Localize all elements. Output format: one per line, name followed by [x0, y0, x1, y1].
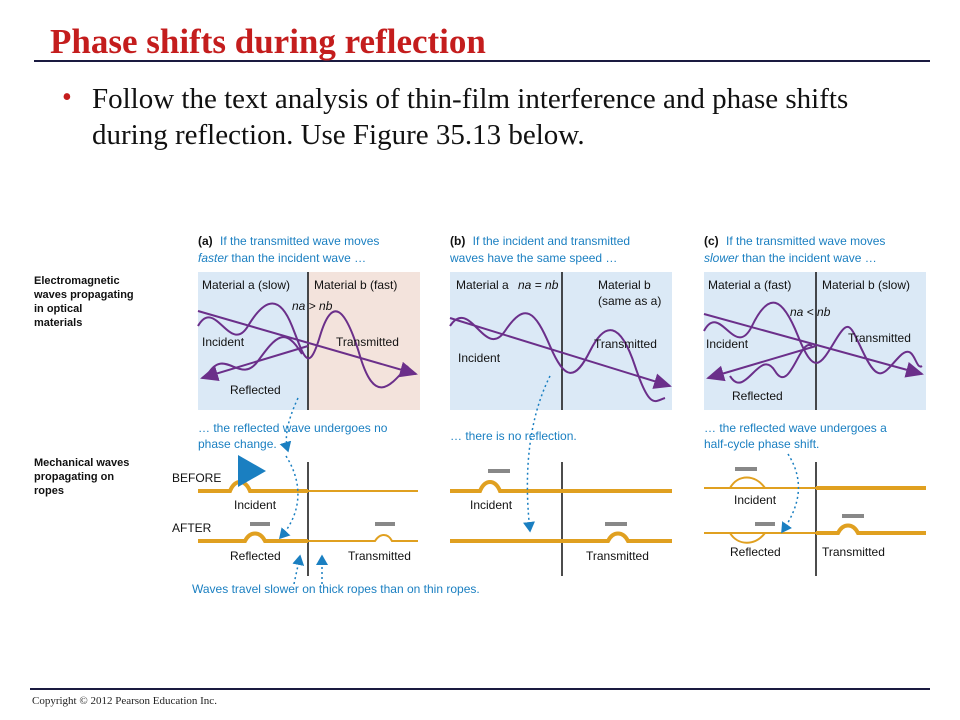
panel-b-caption: (b) If the incident and transmitted: [450, 234, 630, 248]
panel-c-material-b: Material b (slow): [822, 278, 910, 292]
panel-a-incident: Incident: [202, 335, 245, 349]
panel-c-relation: na < nb: [790, 305, 831, 319]
panel-b-material-b: Material b: [598, 278, 651, 292]
panel-a: (a) If the transmitted wave moves faster…: [172, 234, 480, 596]
figure-svg: Electromagnetic waves propagating in opt…: [33, 234, 926, 596]
panel-b-rope-incident: Incident: [470, 498, 513, 512]
figure-35-13: Electromagnetic waves propagating in opt…: [30, 226, 930, 606]
copyright-footer: Copyright © 2012 Pearson Education Inc.: [32, 695, 217, 707]
panel-b-note: … there is no reflection.: [450, 429, 577, 443]
panel-a-caption-2: faster than the incident wave …: [198, 251, 366, 265]
panel-a-note-2: phase change.: [198, 437, 277, 451]
panel-c-material-a: Material a (fast): [708, 278, 791, 292]
panel-c-rope-incident: Incident: [734, 493, 777, 507]
panel-a-rope-incident: Incident: [234, 498, 277, 512]
panel-a-before: BEFORE: [172, 471, 221, 485]
panel-c-note-2: half-cycle phase shift.: [704, 437, 819, 451]
panel-b-material-a: Material a: [456, 278, 509, 292]
panel-b: (b) If the incident and transmitted wave…: [449, 234, 672, 576]
title-bar: Phase shifts during reflection: [34, 14, 930, 62]
panel-a-transmitted: Transmitted: [336, 335, 399, 349]
panel-a-rope-reflected: Reflected: [230, 549, 281, 563]
slide-title: Phase shifts during reflection: [50, 22, 486, 61]
panel-b-transmitted: Transmitted: [594, 337, 657, 351]
panel-c: (c) If the transmitted wave moves slower…: [703, 234, 926, 576]
row-label-mech: Mechanical waves propagating on ropes: [34, 457, 132, 497]
panel-a-reflected: Reflected: [230, 383, 281, 397]
panel-b-caption-2: waves have the same speed …: [449, 251, 617, 265]
panel-b-relation: na = nb: [518, 278, 559, 292]
panel-c-caption-2: slower than the incident wave …: [704, 251, 877, 265]
bullet-marker: •: [62, 82, 72, 113]
panel-c-reflected: Reflected: [732, 389, 783, 403]
panel-b-incident: Incident: [458, 351, 501, 365]
panel-c-rope-reflected: Reflected: [730, 545, 781, 559]
panel-c-note-1: … the reflected wave undergoes a: [704, 421, 887, 435]
panel-a-after: AFTER: [172, 521, 212, 535]
panel-b-material-b-2: (same as a): [598, 294, 661, 308]
panel-a-rope-transmitted: Transmitted: [348, 549, 411, 563]
panel-c-incident: Incident: [706, 337, 749, 351]
bullet-text: Follow the text analysis of thin-film in…: [92, 83, 849, 151]
panel-a-bottom-note: Waves travel slower on thick ropes than …: [192, 582, 480, 596]
footer-rule: [30, 688, 930, 690]
panel-c-caption: (c) If the transmitted wave moves: [704, 234, 885, 248]
panel-a-material-a: Material a (slow): [202, 278, 290, 292]
panel-b-rope-transmitted: Transmitted: [586, 549, 649, 563]
panel-a-relation: na > nb: [292, 299, 333, 313]
row-label-em: Electromagnetic waves propagating in opt…: [33, 275, 137, 329]
panel-a-caption: (a) If the transmitted wave moves: [198, 234, 379, 248]
panel-a-note-1: … the reflected wave undergoes no: [198, 421, 388, 435]
panel-c-transmitted: Transmitted: [848, 331, 911, 345]
panel-a-material-b: Material b (fast): [314, 278, 397, 292]
panel-c-rope-transmitted: Transmitted: [822, 545, 885, 559]
